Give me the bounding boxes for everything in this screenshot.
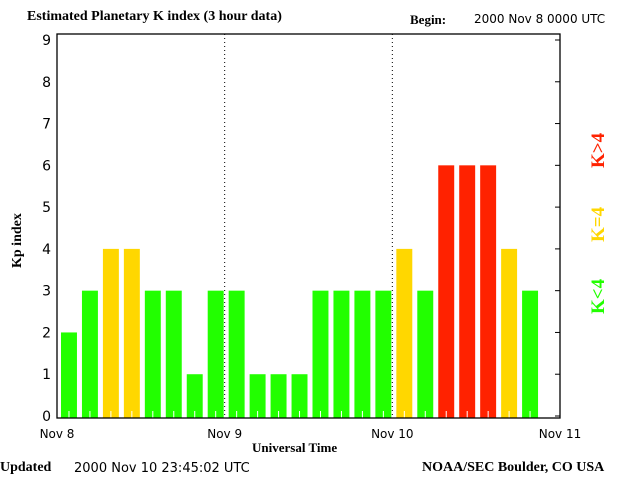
- kp-bar: [228, 290, 245, 418]
- kp-bar: [123, 248, 140, 418]
- begin-label: Begin:: [410, 12, 447, 27]
- kp-bar: [522, 290, 539, 418]
- kp-bar: [396, 248, 413, 418]
- x-axis-label: Universal Time: [252, 440, 338, 455]
- updated-value: 2000 Nov 10 23:45:02 UTC: [74, 461, 250, 476]
- updated-label: Updated: [0, 460, 52, 475]
- legend-k-equal-4: K=4: [588, 206, 609, 242]
- kp-bar: [249, 374, 266, 418]
- x-tick-label: Nov 10: [371, 427, 414, 441]
- kp-bar: [354, 290, 371, 418]
- kp-bar: [459, 165, 476, 418]
- y-tick-label: 4: [42, 242, 51, 258]
- y-axis-label: Kp index: [10, 213, 25, 268]
- kp-bar: [81, 290, 98, 418]
- plot-frame: [56, 33, 561, 419]
- x-tick-label: Nov 8: [40, 427, 75, 441]
- kp-bar: [144, 290, 161, 418]
- kp-bar: [480, 165, 497, 418]
- kp-bar: [438, 165, 455, 418]
- legend-k-greater-4: K>4: [588, 132, 609, 168]
- x-tick-label: Nov 9: [207, 427, 242, 441]
- kp-bar: [291, 374, 308, 418]
- y-tick-label: 6: [42, 158, 51, 174]
- kp-bar: [270, 374, 287, 418]
- kp-bar: [207, 290, 224, 418]
- y-tick-label: 0: [42, 409, 51, 425]
- kp-bar: [61, 332, 77, 418]
- x-tick-label: Nov 11: [539, 427, 582, 441]
- y-tick-label: 3: [42, 284, 51, 300]
- source-label: NOAA/SEC Boulder, CO USA: [422, 460, 605, 475]
- y-tick-label: 1: [42, 367, 51, 383]
- y-tick-label: 7: [42, 117, 51, 133]
- kp-bar: [312, 290, 329, 418]
- kp-bar: [501, 248, 518, 418]
- chart-title: Estimated Planetary K index (3 hour data…: [27, 9, 282, 24]
- y-tick-label: 9: [42, 33, 51, 49]
- kp-bar: [102, 248, 119, 418]
- begin-value: 2000 Nov 8 0000 UTC: [474, 12, 606, 26]
- y-tick-label: 5: [42, 200, 51, 216]
- kp-bar: [375, 290, 392, 418]
- legend-k-less-4: K<4: [588, 278, 609, 314]
- kp-bar: [333, 290, 350, 418]
- kp-bar: [417, 290, 434, 418]
- y-tick-label: 2: [42, 325, 51, 341]
- y-tick-label: 8: [42, 75, 51, 91]
- kp-bar: [165, 290, 182, 418]
- kp-bar: [186, 374, 203, 418]
